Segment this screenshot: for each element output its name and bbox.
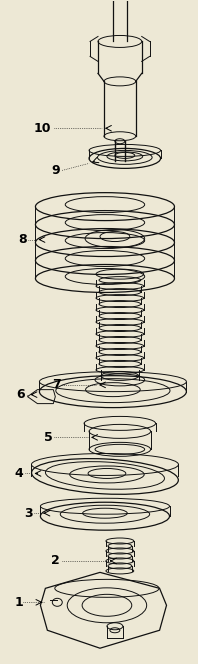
Text: 4: 4	[14, 467, 23, 480]
Text: 1: 1	[14, 596, 23, 609]
Text: 5: 5	[44, 431, 53, 444]
Text: 8: 8	[18, 233, 27, 246]
Text: 6: 6	[16, 388, 25, 401]
Text: 3: 3	[24, 507, 33, 520]
Text: 2: 2	[51, 554, 60, 568]
Text: 10: 10	[34, 122, 51, 135]
Text: 7: 7	[52, 378, 61, 391]
Text: 9: 9	[51, 164, 60, 177]
